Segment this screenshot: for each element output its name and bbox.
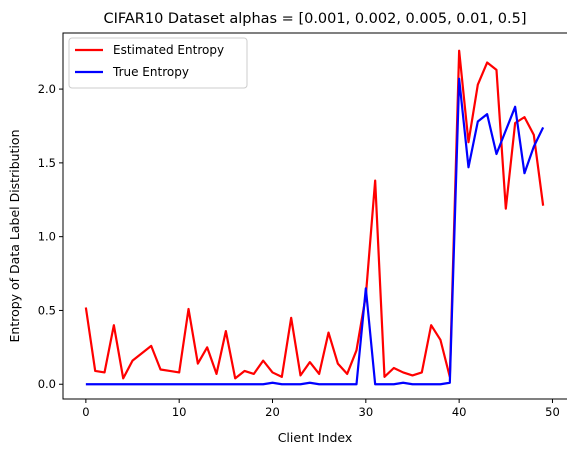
- axis-ticks: 0 10 20 30 40 50 0.0 0.5 1.0 1.5 2.0: [38, 82, 560, 419]
- y-tick-label: 0.5: [38, 303, 56, 317]
- x-tick-label: 10: [172, 405, 187, 419]
- legend-label-1: True Entropy: [112, 65, 189, 79]
- x-tick-label: 20: [265, 405, 280, 419]
- y-tick-label: 1.0: [38, 230, 56, 244]
- x-tick-label: 40: [452, 405, 467, 419]
- x-axis-label: Client Index: [278, 430, 353, 445]
- y-tick-label: 0.0: [38, 377, 56, 391]
- series-lines: [84, 49, 545, 386]
- y-tick-label: 1.5: [38, 156, 56, 170]
- y-tick-label: 2.0: [38, 82, 56, 96]
- legend: Estimated Entropy True Entropy: [68, 37, 248, 89]
- legend-label-0: Estimated Entropy: [113, 43, 224, 57]
- x-tick-label: 0: [82, 405, 89, 419]
- x-tick-label: 30: [359, 405, 374, 419]
- legend-box: [68, 37, 248, 89]
- plot-frame: [62, 32, 567, 400]
- series-line-1: [85, 77, 545, 386]
- y-axis-label: Entropy of Data Label Distribution: [7, 129, 22, 342]
- x-tick-label: 50: [545, 405, 560, 419]
- chart-title: CIFAR10 Dataset alphas = [0.001, 0.002, …: [103, 11, 526, 27]
- series-line-0: [84, 49, 545, 380]
